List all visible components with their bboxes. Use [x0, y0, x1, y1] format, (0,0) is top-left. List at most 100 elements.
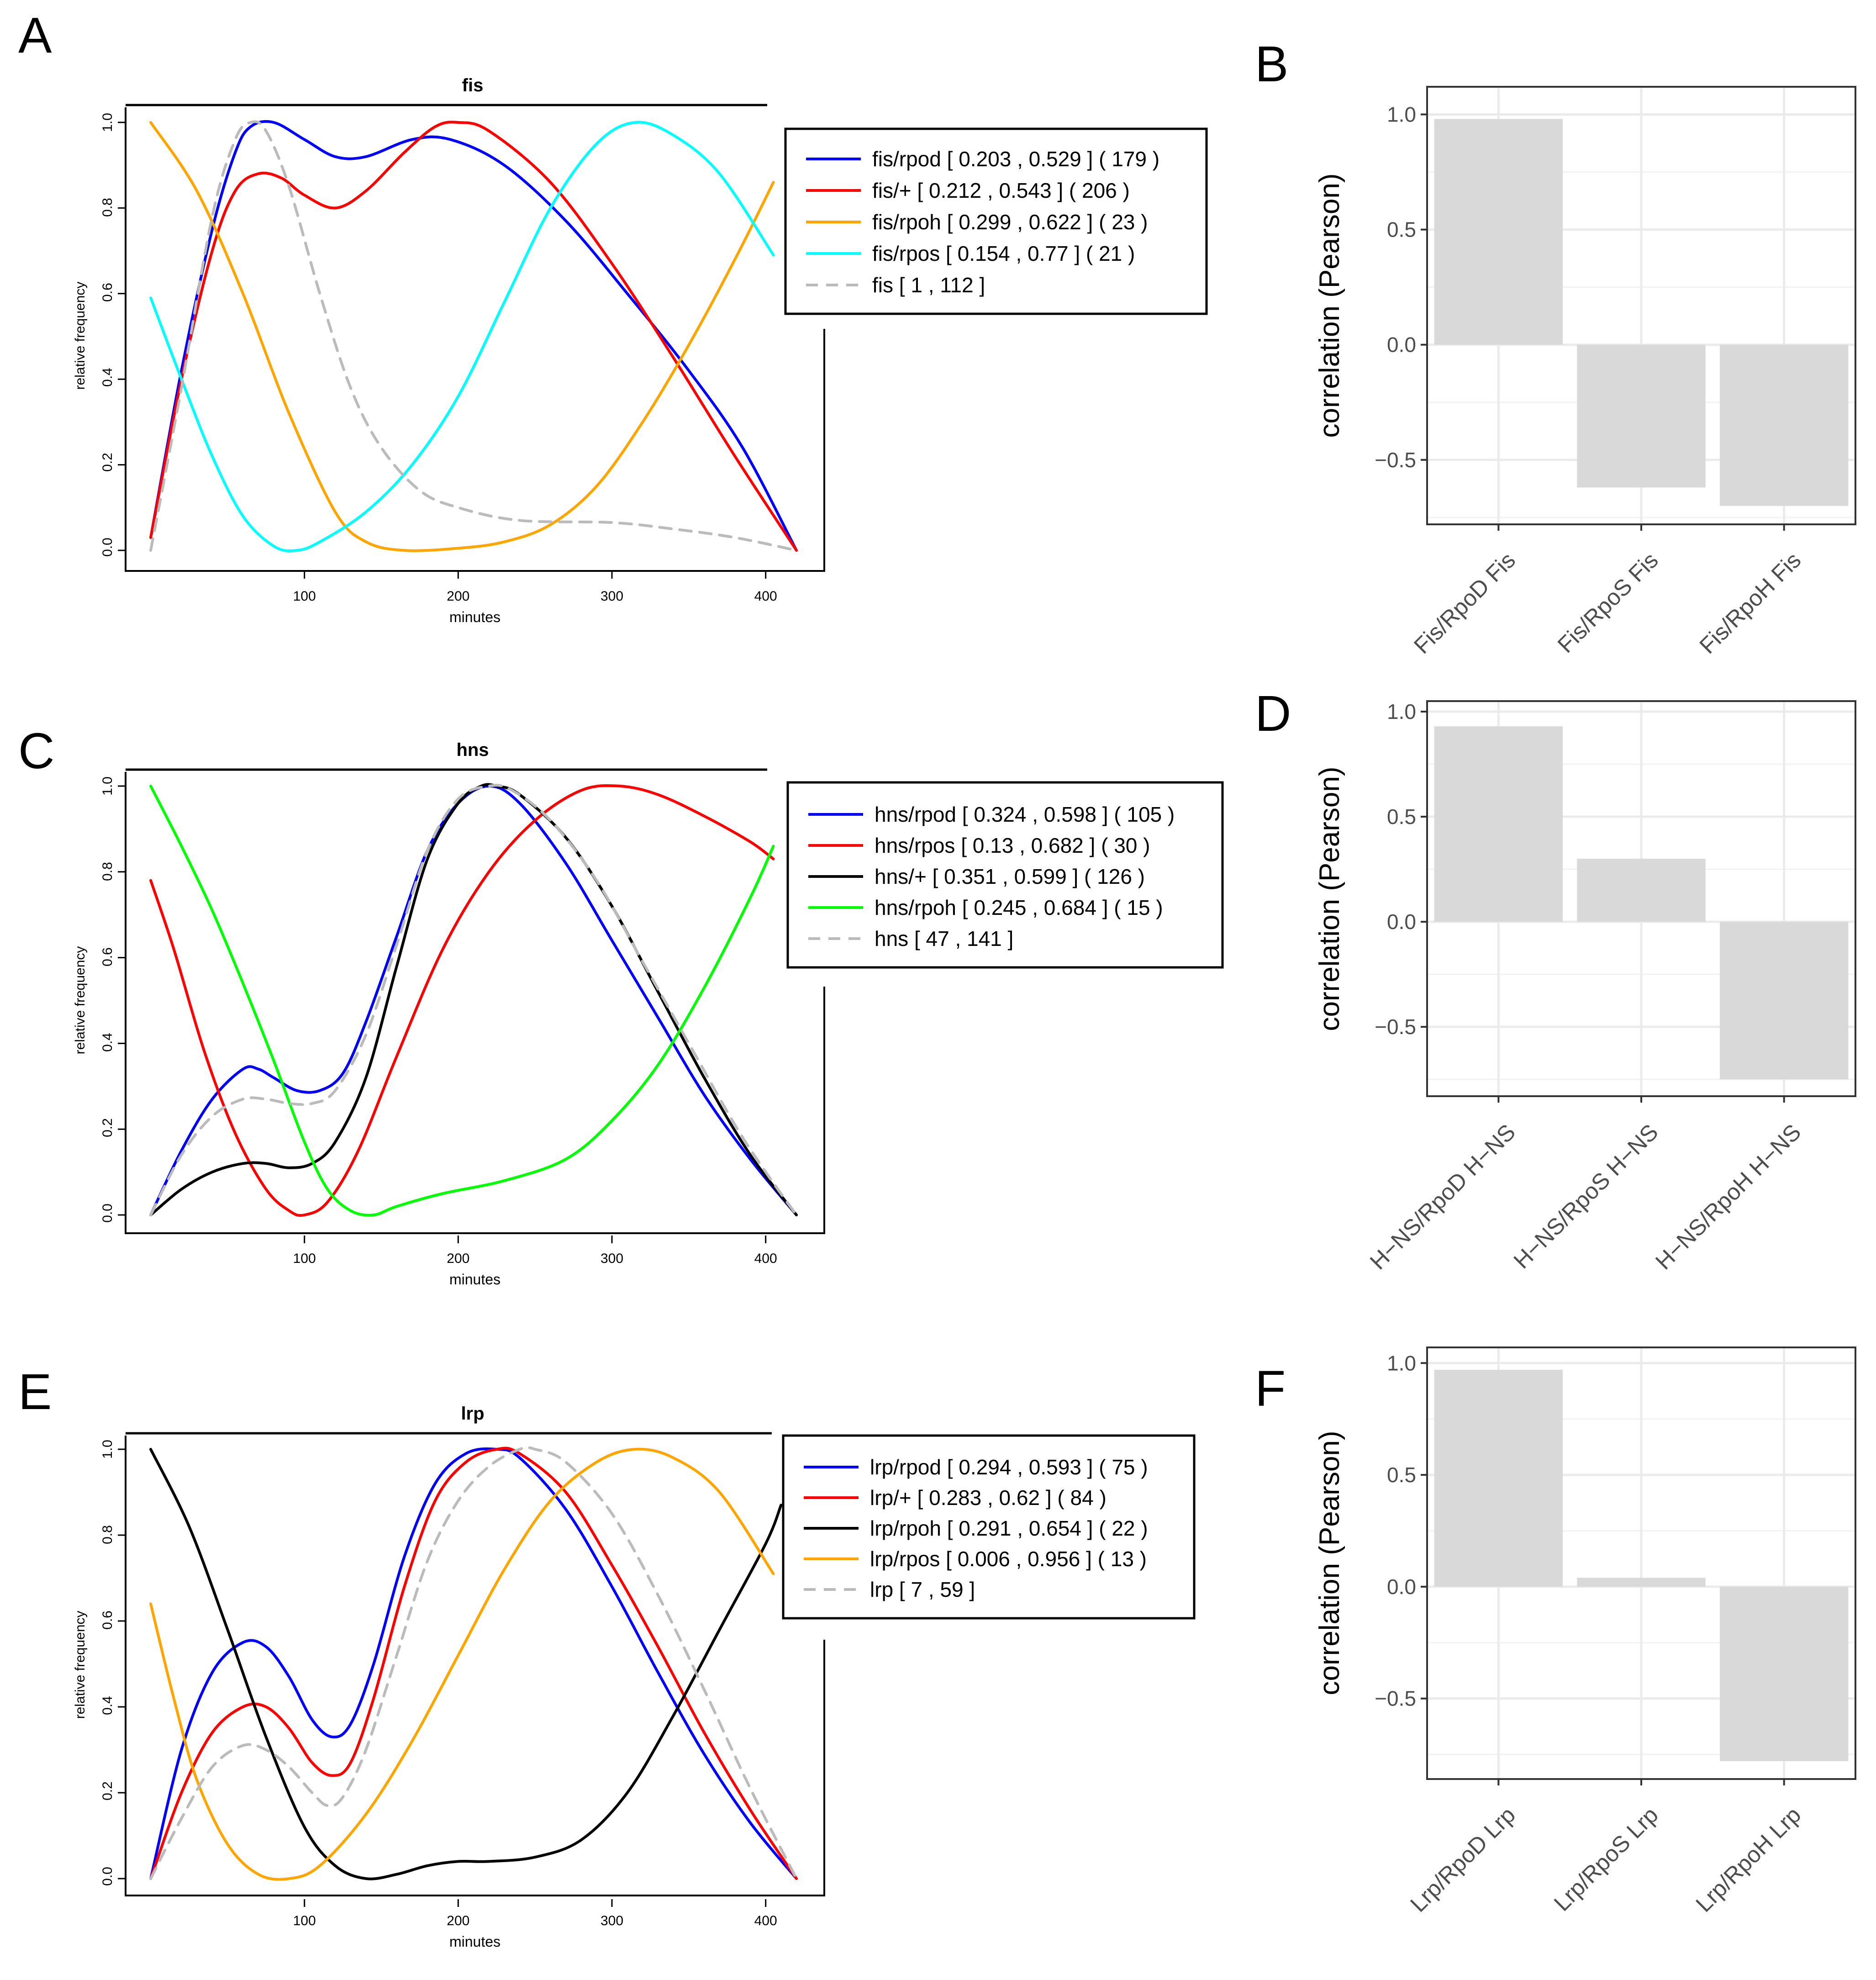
y-tick-label: 1.0: [100, 776, 115, 796]
y-tick-label: 0.6: [100, 947, 115, 966]
y-axis-title: relative frequency: [73, 282, 88, 390]
y-tick-label: 0.0: [1387, 1575, 1416, 1599]
panel-label-e: E: [18, 1364, 52, 1420]
tick-marks: [118, 785, 767, 1243]
panel-label-a: A: [18, 7, 52, 63]
bar: [1434, 1369, 1563, 1587]
series-line: [149, 784, 775, 1217]
chart-title: hns: [456, 740, 489, 760]
series-line: [149, 120, 798, 552]
legend-label: fis/rpod [ 0.203 , 0.529 ] ( 179 ): [872, 147, 1159, 171]
y-tick-label: −0.5: [1375, 1015, 1416, 1039]
bar: [1577, 859, 1706, 922]
panel-label-d: D: [1255, 686, 1291, 742]
bar: [1577, 1578, 1706, 1587]
series-line: [149, 121, 775, 553]
y-axis-title: correlation (Pearson): [1314, 767, 1345, 1031]
y-axis: 1.0 0.5 0.0 −0.5: [1375, 103, 1416, 472]
series-line: [149, 1447, 775, 1881]
x-tick-label: 300: [601, 1913, 623, 1928]
x-tick-label: 100: [293, 1251, 316, 1266]
series-layer: [149, 783, 798, 1217]
y-axis: 1.0 0.5 0.0 −0.5: [1375, 1351, 1416, 1710]
series-line: [149, 1448, 783, 1880]
y-tick-label: 0.8: [100, 862, 115, 881]
legend-label: lrp/rpod [ 0.294 , 0.593 ] ( 75 ): [870, 1455, 1148, 1479]
plot-frame: [125, 107, 825, 572]
legend-label: lrp/+ [ 0.283 , 0.62 ] ( 84 ): [870, 1486, 1107, 1510]
x-tick-label: 400: [754, 1251, 777, 1266]
legend-label: fis/rpos [ 0.154 , 0.77 ] ( 21 ): [872, 242, 1135, 265]
chart-title: lrp: [461, 1404, 484, 1424]
y-tick-label: 0.4: [100, 368, 115, 387]
line-chart-lrp: lrp 0.0 0.2 0.4 0.6 0.8 1.0 100 200 300 …: [73, 1404, 1196, 1950]
bar: [1434, 726, 1563, 922]
bar: [1577, 344, 1706, 488]
y-tick-label: 0.4: [100, 1696, 115, 1715]
x-axis-title: minutes: [449, 1933, 501, 1950]
y-tick-label: 0.5: [1387, 1463, 1416, 1487]
y-axis: 0.0 0.2 0.4 0.6 0.8 1.0: [100, 776, 115, 1223]
panel-label-b: B: [1255, 36, 1288, 92]
y-tick-label: 0.2: [100, 1781, 115, 1800]
x-axis: 100 200 300 400: [293, 1251, 777, 1266]
line-chart-hns: hns 0.0 0.2 0.4 0.6 0.8 1.0 100 200 300 …: [73, 740, 1224, 1288]
y-tick-label: 1.0: [100, 113, 115, 132]
tick-marks: [118, 1448, 767, 1907]
x-tick-label: 200: [447, 1251, 469, 1266]
y-axis: 0.0 0.2 0.4 0.6 0.8 1.0: [100, 113, 115, 557]
series-line: [149, 120, 798, 552]
bars: [1434, 726, 1849, 1080]
plot-frame: [125, 1436, 825, 1896]
y-tick-label: 0.5: [1387, 218, 1416, 242]
tick-marks: [118, 121, 767, 579]
bar: [1719, 922, 1849, 1080]
bar: [1719, 344, 1849, 506]
series-line: [149, 1446, 798, 1880]
legend-label: hns/rpod [ 0.324 , 0.598 ] ( 105 ): [875, 803, 1175, 826]
bar: [1719, 1586, 1849, 1761]
panel-label-f: F: [1255, 1361, 1286, 1417]
series-line: [149, 121, 798, 552]
legend-entries: hns/rpod [ 0.324 , 0.598 ] ( 105 ) hns/rp…: [808, 803, 1175, 950]
legend: fis/rpod [ 0.203 , 0.529 ] ( 179 ) fis/+ …: [784, 127, 1208, 315]
y-tick-label: 1.0: [1387, 1351, 1416, 1375]
y-axis-title: relative frequency: [73, 1611, 88, 1719]
legend-label: hns [ 47 , 141 ]: [875, 927, 1013, 950]
series-line: [149, 121, 775, 552]
legend-label: hns/rpoh [ 0.245 , 0.684 ] ( 15 ): [875, 896, 1163, 919]
y-tick-label: 0.8: [100, 1525, 115, 1544]
legend: hns/rpod [ 0.324 , 0.598 ] ( 105 ) hns/rp…: [786, 781, 1224, 969]
legend-label: lrp/rpos [ 0.006 , 0.956 ] ( 13 ): [870, 1547, 1147, 1571]
x-tick-label: 100: [293, 589, 316, 604]
bars: [1434, 119, 1849, 506]
legend-entries: lrp/rpod [ 0.294 , 0.593 ] ( 75 ) lrp/+ […: [804, 1455, 1148, 1601]
y-axis-title: relative frequency: [73, 946, 88, 1055]
y-tick-label: 0.0: [100, 538, 115, 557]
legend-entries: fis/rpod [ 0.203 , 0.529 ] ( 179 ) fis/+ …: [806, 147, 1159, 297]
x-tick-label: 300: [601, 1251, 623, 1266]
bars: [1434, 1369, 1849, 1761]
series-line: [149, 785, 775, 1217]
y-tick-label: 0.0: [100, 1204, 115, 1223]
x-tick-label: 100: [293, 1913, 316, 1928]
legend-label: fis/+ [ 0.212 , 0.543 ] ( 206 ): [872, 179, 1130, 202]
x-axis: 100 200 300 400: [293, 1913, 777, 1928]
line-chart-fis: fis 0.0 0.2 0.4 0.6 0.8 1.0 100 200 300 …: [73, 75, 1208, 625]
legend-label: lrp/rpoh [ 0.291 , 0.654 ] ( 22 ): [870, 1516, 1148, 1540]
series-line: [149, 1447, 798, 1880]
legend-label: hns/rpos [ 0.13 , 0.682 ] ( 30 ): [875, 834, 1150, 857]
y-tick-label: 0.8: [100, 198, 115, 217]
y-axis: 1.0 0.5 0.0 −0.5: [1375, 700, 1416, 1039]
series-line: [149, 784, 798, 1216]
series-line: [149, 785, 798, 1216]
series-line: [149, 783, 798, 1216]
y-axis-title: correlation (Pearson): [1314, 174, 1345, 438]
y-axis-title: correlation (Pearson): [1314, 1431, 1345, 1695]
y-tick-label: 0.5: [1387, 805, 1416, 829]
y-tick-label: 1.0: [100, 1440, 115, 1459]
x-tick-label: 200: [447, 589, 469, 604]
y-tick-label: 0.0: [100, 1867, 115, 1886]
plot-frame: [125, 772, 825, 1234]
